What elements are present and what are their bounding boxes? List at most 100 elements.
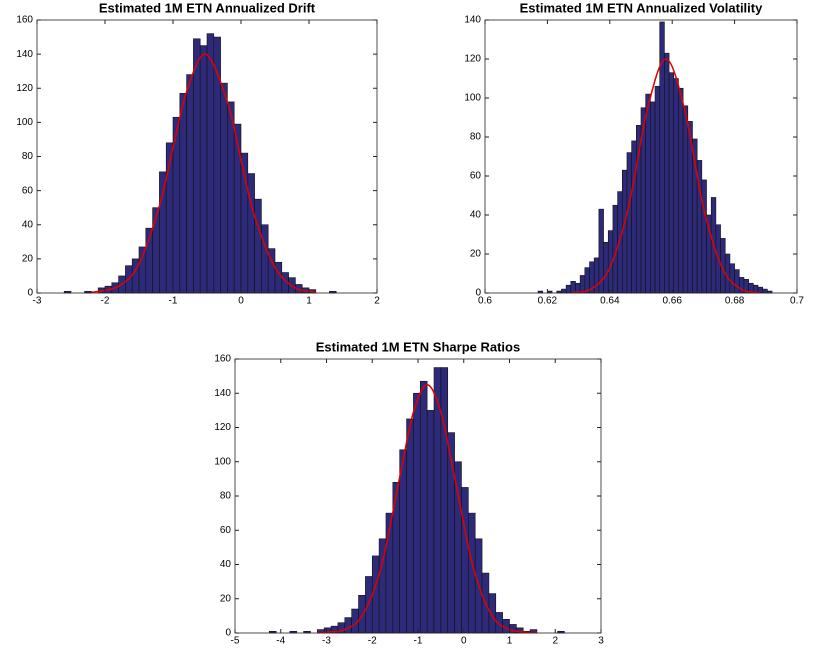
fit-curve xyxy=(317,383,538,634)
x-tick-label: 1 xyxy=(306,296,312,307)
y-tick-label: 140 xyxy=(214,388,231,399)
fit-curve xyxy=(572,58,760,294)
bar xyxy=(233,123,242,294)
y-tick-label: 0 xyxy=(225,628,231,639)
x-tick-label: 0.68 xyxy=(725,296,745,307)
y-tick-label: 80 xyxy=(470,132,482,143)
bar xyxy=(461,487,469,634)
bar xyxy=(358,595,366,634)
bar xyxy=(593,257,600,294)
bar xyxy=(673,78,679,294)
y-tick-label: 100 xyxy=(464,93,481,104)
x-tick-label: -2 xyxy=(101,296,110,307)
y-tick-label: 80 xyxy=(22,151,34,162)
bar xyxy=(138,246,147,294)
bar xyxy=(729,263,735,294)
bar xyxy=(399,449,407,634)
bar xyxy=(179,93,187,294)
bar xyxy=(631,140,637,294)
bar xyxy=(603,242,609,294)
bar xyxy=(579,275,586,294)
x-tick-label: -3 xyxy=(33,296,42,307)
fit-curve xyxy=(91,53,316,294)
x-tick-label: -4 xyxy=(276,636,285,647)
bar xyxy=(734,269,740,294)
bar xyxy=(682,105,689,294)
y-tick-label: 40 xyxy=(22,219,34,230)
y-tick-label: 160 xyxy=(214,354,231,365)
y-tick-label: 120 xyxy=(16,83,33,94)
y-tick-label: 40 xyxy=(470,210,482,221)
bar xyxy=(193,38,201,294)
chart-title: Estimated 1M ETN Annualized Drift xyxy=(99,0,316,15)
bar xyxy=(274,261,283,294)
y-tick-label: 0 xyxy=(27,288,33,299)
x-tick-label: 3 xyxy=(598,636,604,647)
bar xyxy=(645,93,651,294)
x-tick-label: -3 xyxy=(322,636,331,647)
bar xyxy=(454,461,462,634)
bar xyxy=(440,367,449,634)
bar xyxy=(584,267,590,294)
x-tick-label: 1 xyxy=(507,636,513,647)
bar xyxy=(565,284,572,294)
chart-title: Estimated 1M ETN Annualized Volatility xyxy=(520,0,763,15)
y-tick-label: 60 xyxy=(22,185,34,196)
bar xyxy=(413,392,421,634)
bar xyxy=(570,280,576,294)
y-tick-label: 120 xyxy=(464,54,481,65)
axes-box xyxy=(484,19,798,294)
x-tick-label: 0.66 xyxy=(662,296,682,307)
y-tick-label: 80 xyxy=(220,491,232,502)
y-tick-label: 20 xyxy=(22,254,34,265)
bar xyxy=(344,617,352,634)
bar xyxy=(701,179,707,294)
x-tick-label: -1 xyxy=(169,296,178,307)
x-tick-label: -2 xyxy=(368,636,377,647)
chart-title: Estimated 1M ETN Sharpe Ratios xyxy=(316,339,520,354)
bar xyxy=(186,74,194,294)
y-tick-label: 20 xyxy=(220,593,232,604)
y-tick-label: 20 xyxy=(470,249,482,260)
bar xyxy=(152,207,160,294)
bar xyxy=(419,380,428,634)
x-tick-label: 0.7 xyxy=(790,296,804,307)
x-tick-label: 0 xyxy=(461,636,467,647)
bar xyxy=(650,101,656,294)
bar xyxy=(213,36,221,294)
bar xyxy=(678,87,684,294)
bar xyxy=(199,45,208,294)
x-tick-label: 0.64 xyxy=(600,296,620,307)
bar xyxy=(254,198,262,294)
bar xyxy=(561,288,567,294)
bar xyxy=(365,576,373,634)
bar xyxy=(206,33,215,294)
x-tick-label: 0 xyxy=(238,296,244,307)
x-tick-label: 0.6 xyxy=(478,296,492,307)
y-tick-label: 160 xyxy=(16,15,33,26)
y-tick-label: 120 xyxy=(214,422,231,433)
y-tick-label: 100 xyxy=(16,117,33,128)
bar xyxy=(617,191,623,294)
bar xyxy=(131,258,140,294)
y-tick-label: 60 xyxy=(470,171,482,182)
bar xyxy=(626,152,632,294)
bar xyxy=(762,288,768,294)
bar xyxy=(371,555,380,634)
bar xyxy=(668,72,675,294)
bar xyxy=(654,86,661,294)
bar xyxy=(220,82,228,294)
x-tick-label: -1 xyxy=(414,636,423,647)
x-tick-label: 2 xyxy=(552,636,558,647)
y-tick-label: 140 xyxy=(464,15,481,26)
y-tick-label: 40 xyxy=(220,559,232,570)
bar xyxy=(227,101,235,294)
x-tick-label: -5 xyxy=(231,636,240,647)
y-tick-label: 100 xyxy=(214,456,231,467)
bar xyxy=(426,410,435,634)
x-tick-label: 0.62 xyxy=(538,296,558,307)
y-tick-label: 60 xyxy=(220,525,232,536)
x-tick-label: 2 xyxy=(374,296,380,307)
bar xyxy=(664,52,670,294)
